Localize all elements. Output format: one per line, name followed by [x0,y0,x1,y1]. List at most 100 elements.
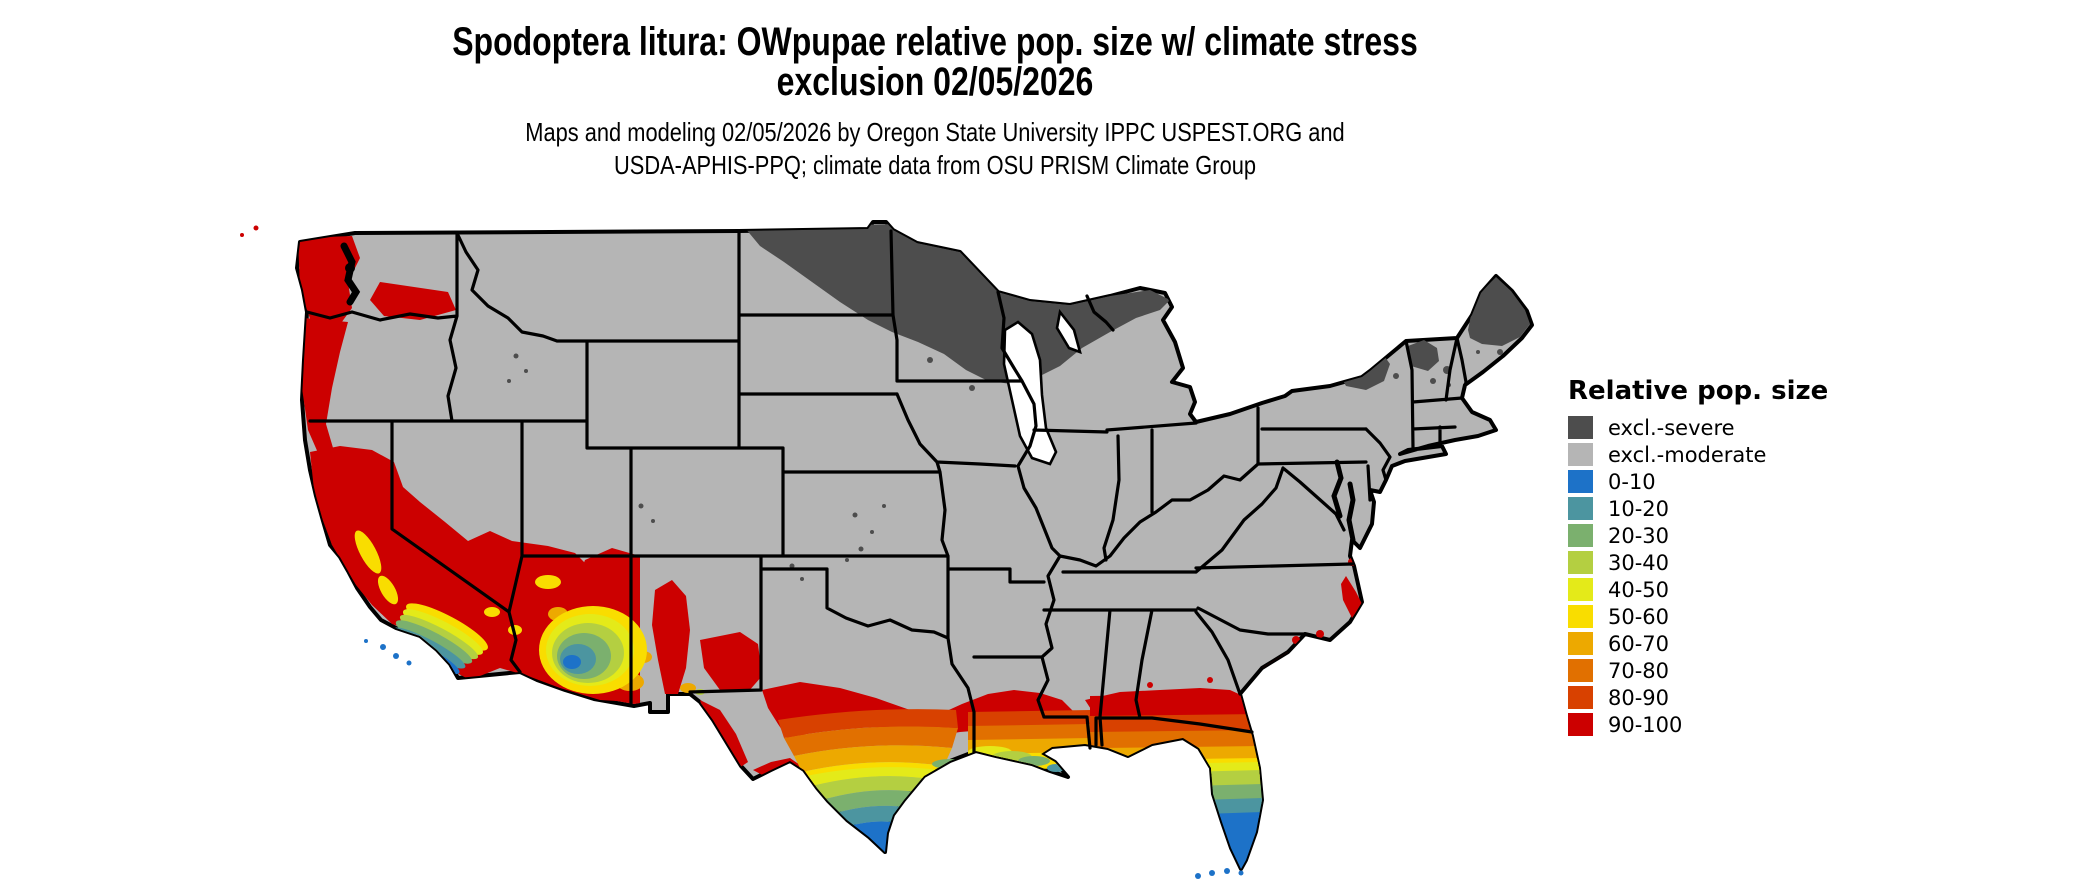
legend-swatch [1568,686,1593,709]
legend-label: 10-20 [1608,496,1670,521]
severe-speck [852,512,858,518]
severe-speck [800,577,804,581]
severe-speck [789,563,795,569]
severe-speck [507,379,511,383]
severe-speck [1393,373,1399,379]
band-tx [806,767,940,786]
severe-speck [969,385,975,391]
severe-speck [858,546,864,552]
severe-northern-nh-vt [1408,340,1439,371]
severe-speck [638,503,644,509]
red-fl-top-strip [1090,694,1258,718]
nw-coast-specks [240,225,259,237]
severe-speck [870,530,874,534]
florida-key [1209,870,1215,876]
red-speck [1147,682,1153,688]
legend-swatch [1568,524,1593,547]
band-tx [778,709,958,738]
legend-label: 60-70 [1608,631,1670,656]
legend-label: excl.-moderate [1608,442,1767,467]
legend-label: 0-10 [1608,469,1656,494]
legend-title: Relative pop. size [1568,376,1829,406]
puget-sound-blob [345,263,355,273]
green-bay [1055,308,1082,355]
red-speck [1247,689,1253,695]
legend-item-30-40: 30-40 [1568,549,1828,576]
la-coast [1018,756,1050,766]
red-outer-banks [1341,576,1362,618]
red-speck [240,233,244,237]
title-block: Spodoptera litura: OWpupae relative pop.… [0,22,1870,182]
map-title-line2: exclusion 02/05/2026 [776,60,1094,104]
red-wa-inland [370,282,456,320]
red-nm-valley [652,580,690,694]
state-borders [305,229,1468,754]
puget-sound [340,242,361,306]
band-tx [794,745,952,772]
band-tx [822,790,928,814]
map-subtitle-line1: Maps and modeling 02/05/2026 by Oregon S… [525,117,1345,147]
florida-key [1238,870,1244,876]
vegas-patch [535,575,561,589]
legend-swatch [1568,713,1593,736]
red-wa-coast [298,236,360,330]
subtitle-block: Maps and modeling 02/05/2026 by Oregon S… [0,116,1870,182]
legend-label: 80-90 [1608,685,1670,710]
legend-label: 20-30 [1608,523,1670,548]
severe-speck [524,369,528,373]
legend-item-0-10: 0-10 [1568,468,1828,495]
legend-label: 40-50 [1608,577,1670,602]
red-speck [1207,677,1213,683]
legend-item-50-60: 50-60 [1568,603,1828,630]
central-valley [377,575,399,605]
red-se-nm [700,632,762,692]
central-valley [354,530,382,574]
blue-tx-tip [842,821,908,856]
legend-label: 30-40 [1608,550,1670,575]
legend-swatch [1568,632,1593,655]
legend-swatch [1568,659,1593,682]
channel-island [380,644,386,650]
severe-speck [651,519,655,523]
red-w-tx-river [700,700,748,770]
legend-item-80-90: 80-90 [1568,684,1828,711]
legend-swatch [1568,578,1593,601]
florida-key [1224,868,1230,874]
legend-item-excl-severe: excl.-severe [1568,414,1828,441]
severe-speck [1476,350,1480,354]
red-speck [253,225,259,231]
legend-label: 70-80 [1608,658,1670,683]
legend-item-60-70: 60-70 [1568,630,1828,657]
legend-swatch [1568,416,1593,439]
legend-item-90-100: 90-100 [1568,711,1828,738]
mojave-patch [484,607,500,617]
severe-speck [513,353,519,359]
legend-swatch [1568,443,1593,466]
severe-speck [1497,349,1503,355]
az-blob-core [563,655,581,669]
severe-speck [845,558,849,562]
severe-speck [927,357,933,363]
map-title-line1: Spodoptera litura: OWpupae relative pop.… [452,20,1418,64]
legend-swatch [1568,605,1593,628]
legend: Relative pop. size excl.-severe excl.-mo… [1568,376,1828,738]
severe-northern-maine [1468,277,1530,346]
red-speck [1316,630,1324,638]
legend-item-20-30: 20-30 [1568,522,1828,549]
severe-upper-midwest [745,224,1170,384]
tx-coast-speck [955,767,969,773]
channel-island [393,653,399,659]
map-subtitle-line2: USDA-APHIS-PPQ; climate data from OSU PR… [613,150,1257,180]
severe-speck [1430,378,1436,384]
red-or-coast [302,318,348,462]
legend-item-10-20: 10-20 [1568,495,1828,522]
band-tx [784,726,958,756]
legend-label: 90-100 [1608,712,1683,737]
legend-label: excl.-severe [1608,415,1735,440]
channel-island [406,660,412,666]
channel-island [364,639,368,643]
legend-swatch [1568,551,1593,574]
legend-item-70-80: 70-80 [1568,657,1828,684]
